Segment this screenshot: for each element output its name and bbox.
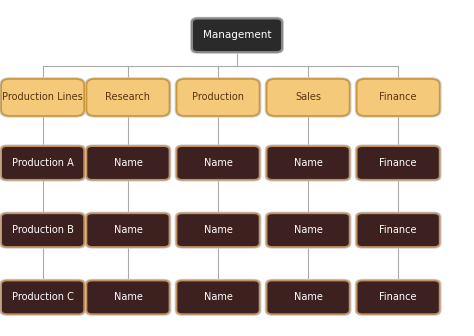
FancyBboxPatch shape <box>264 279 351 316</box>
FancyBboxPatch shape <box>264 77 351 118</box>
FancyBboxPatch shape <box>356 281 439 314</box>
FancyBboxPatch shape <box>0 77 86 118</box>
Text: Name: Name <box>204 225 232 235</box>
FancyBboxPatch shape <box>356 146 439 180</box>
FancyBboxPatch shape <box>176 79 259 116</box>
FancyBboxPatch shape <box>176 213 259 247</box>
FancyBboxPatch shape <box>1 79 84 116</box>
FancyBboxPatch shape <box>266 146 350 180</box>
FancyBboxPatch shape <box>264 212 351 249</box>
FancyBboxPatch shape <box>1 146 84 180</box>
FancyBboxPatch shape <box>0 144 86 181</box>
FancyBboxPatch shape <box>176 281 259 314</box>
Text: Production Lines: Production Lines <box>2 92 83 102</box>
Text: Finance: Finance <box>379 225 417 235</box>
Text: Name: Name <box>204 292 232 302</box>
Text: Name: Name <box>294 292 322 302</box>
Text: Name: Name <box>114 292 142 302</box>
FancyBboxPatch shape <box>355 144 441 181</box>
Text: Research: Research <box>106 92 150 102</box>
FancyBboxPatch shape <box>1 281 84 314</box>
FancyBboxPatch shape <box>86 146 170 180</box>
FancyBboxPatch shape <box>84 279 172 316</box>
FancyBboxPatch shape <box>84 144 172 181</box>
FancyBboxPatch shape <box>266 213 350 247</box>
Text: Sales: Sales <box>295 92 321 102</box>
FancyBboxPatch shape <box>266 79 350 116</box>
FancyBboxPatch shape <box>266 281 350 314</box>
FancyBboxPatch shape <box>174 77 262 118</box>
Text: Name: Name <box>114 225 142 235</box>
Text: Management: Management <box>203 30 271 40</box>
FancyBboxPatch shape <box>86 281 170 314</box>
Text: Name: Name <box>114 158 142 168</box>
FancyBboxPatch shape <box>86 213 170 247</box>
Text: Name: Name <box>204 158 232 168</box>
FancyBboxPatch shape <box>190 17 284 54</box>
Text: Finance: Finance <box>379 292 417 302</box>
FancyBboxPatch shape <box>86 79 170 116</box>
FancyBboxPatch shape <box>0 212 86 249</box>
Text: Production C: Production C <box>12 292 73 302</box>
Text: Production A: Production A <box>12 158 73 168</box>
FancyBboxPatch shape <box>84 212 172 249</box>
Text: Production B: Production B <box>12 225 73 235</box>
FancyBboxPatch shape <box>174 212 262 249</box>
FancyBboxPatch shape <box>176 146 259 180</box>
FancyBboxPatch shape <box>356 213 439 247</box>
FancyBboxPatch shape <box>355 212 441 249</box>
FancyBboxPatch shape <box>356 79 439 116</box>
Text: Name: Name <box>294 158 322 168</box>
FancyBboxPatch shape <box>174 279 262 316</box>
FancyBboxPatch shape <box>1 213 84 247</box>
FancyBboxPatch shape <box>192 18 282 52</box>
FancyBboxPatch shape <box>264 144 351 181</box>
FancyBboxPatch shape <box>355 77 441 118</box>
Text: Production: Production <box>192 92 244 102</box>
FancyBboxPatch shape <box>0 279 86 316</box>
Text: Finance: Finance <box>379 158 417 168</box>
Text: Finance: Finance <box>379 92 417 102</box>
Text: Name: Name <box>294 225 322 235</box>
FancyBboxPatch shape <box>355 279 441 316</box>
FancyBboxPatch shape <box>84 77 172 118</box>
FancyBboxPatch shape <box>174 144 262 181</box>
